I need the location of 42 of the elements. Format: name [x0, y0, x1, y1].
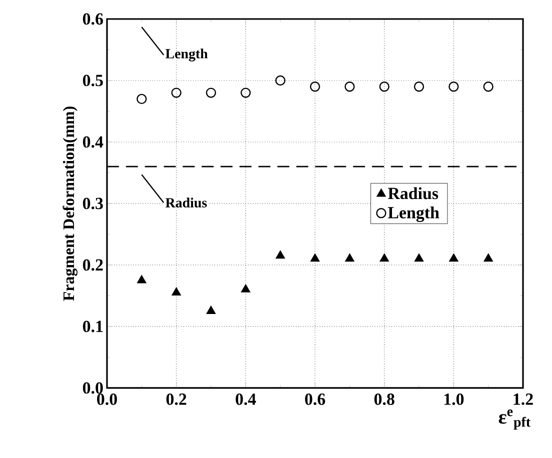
x-tick-label: 0.4 [236, 394, 256, 405]
point [171, 88, 182, 98]
x-tick-label: 0.0 [97, 394, 117, 405]
y-tick-label: 0.4 [82, 136, 104, 148]
point [206, 306, 216, 314]
y-tick-label: 0.1 [82, 320, 103, 332]
point [241, 284, 250, 292]
point [137, 275, 146, 284]
point [414, 254, 424, 262]
point [483, 82, 494, 92]
legend-label: Length [388, 206, 440, 222]
y-axis-title: Fragment Deformation(mm) [62, 106, 78, 301]
point [206, 88, 216, 98]
point [379, 82, 390, 92]
point [310, 82, 320, 92]
point [276, 250, 285, 259]
x-tick-label: 1.0 [444, 394, 464, 405]
point [136, 94, 147, 104]
point [414, 82, 424, 92]
point [449, 254, 458, 262]
point [172, 288, 181, 296]
point [484, 254, 493, 262]
x-axis-title: ε$^{e}$pft [498, 410, 530, 430]
y-tick-label: 0.2 [82, 259, 103, 271]
point [344, 82, 355, 92]
x-tick-label: 0.8 [374, 394, 394, 405]
point [380, 254, 389, 262]
point [310, 254, 320, 262]
x-tick-label: 0.6 [305, 394, 326, 405]
point [448, 82, 459, 92]
y-tick-label: 0.0 [82, 382, 103, 394]
annotation: Length [166, 48, 208, 62]
y-tick-label: 0.3 [82, 198, 103, 210]
point [275, 75, 286, 86]
y-tick-label: 0.6 [82, 13, 103, 25]
ref-line-label: Radius [166, 198, 207, 208]
x-tick-label: 1.2 [514, 394, 533, 405]
point [240, 88, 251, 98]
y-tick-label: 0.5 [82, 74, 103, 86]
legend-label: Radius [388, 187, 438, 200]
point [345, 254, 354, 262]
x-tick-label: 0.2 [166, 394, 186, 405]
